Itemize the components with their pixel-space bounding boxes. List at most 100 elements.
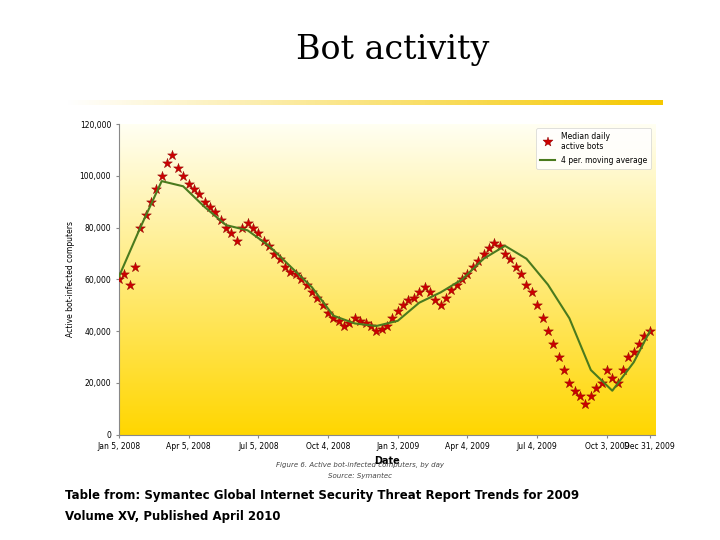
Point <box>521 280 532 289</box>
Point <box>354 316 366 325</box>
Point <box>215 215 227 224</box>
Point <box>483 244 495 253</box>
Point <box>317 301 328 309</box>
Point <box>145 198 157 206</box>
Point <box>590 384 602 393</box>
Point <box>264 241 275 250</box>
Point <box>231 237 243 245</box>
Point <box>306 288 318 296</box>
Point <box>478 249 490 258</box>
X-axis label: Date: Date <box>374 456 400 465</box>
Point <box>634 340 645 348</box>
Point <box>451 280 462 289</box>
Point <box>424 288 436 296</box>
Point <box>279 262 291 271</box>
Point <box>210 208 221 217</box>
Point <box>177 172 189 180</box>
Point <box>236 224 248 232</box>
Point <box>161 159 173 167</box>
Point <box>612 379 624 387</box>
Legend: Median daily
active bots, 4 per. moving average: Median daily active bots, 4 per. moving … <box>536 128 652 168</box>
Point <box>644 327 656 335</box>
Text: Figure 6. Active bot-infected computers, by day: Figure 6. Active bot-infected computers,… <box>276 462 444 468</box>
Point <box>124 280 135 289</box>
Point <box>601 366 613 374</box>
Point <box>392 306 403 315</box>
Point <box>135 224 146 232</box>
Point <box>564 379 575 387</box>
Point <box>333 316 344 325</box>
Point <box>472 257 484 266</box>
Point <box>639 332 650 341</box>
Point <box>435 301 446 309</box>
Point <box>606 374 618 382</box>
Point <box>113 275 125 284</box>
Point <box>547 340 559 348</box>
Point <box>118 270 130 279</box>
Text: Bot activity: Bot activity <box>296 33 489 66</box>
Text: Source: Symantec: Source: Symantec <box>328 472 392 478</box>
Point <box>585 392 597 400</box>
Point <box>617 366 629 374</box>
Point <box>553 353 564 361</box>
Point <box>188 185 199 193</box>
Point <box>456 275 468 284</box>
Point <box>531 301 543 309</box>
Point <box>290 270 302 279</box>
Point <box>402 296 414 305</box>
Point <box>323 309 334 318</box>
Point <box>537 314 549 322</box>
Point <box>430 296 441 305</box>
Point <box>328 314 339 322</box>
Point <box>365 322 377 330</box>
Point <box>505 254 516 263</box>
Point <box>301 280 312 289</box>
Point <box>462 270 473 279</box>
Point <box>150 185 162 193</box>
Point <box>312 293 323 302</box>
Point <box>172 164 184 172</box>
Point <box>183 179 194 188</box>
Point <box>247 224 258 232</box>
Point <box>382 322 393 330</box>
Point <box>489 239 500 247</box>
Point <box>253 228 264 237</box>
Text: Table from: Symantec Global Internet Security Threat Report Trends for 2009: Table from: Symantec Global Internet Sec… <box>65 489 579 502</box>
Point <box>467 262 479 271</box>
Point <box>494 241 505 250</box>
Point <box>499 249 510 258</box>
Point <box>284 267 296 276</box>
Point <box>397 301 409 309</box>
Point <box>269 249 280 258</box>
Text: Volume XV, Published April 2010: Volume XV, Published April 2010 <box>65 510 280 523</box>
Point <box>140 211 151 219</box>
Point <box>623 353 634 361</box>
Point <box>129 262 140 271</box>
Point <box>156 172 168 180</box>
Y-axis label: Active bot-infected computers: Active bot-infected computers <box>66 221 76 338</box>
Point <box>387 314 398 322</box>
Point <box>360 319 372 328</box>
Point <box>376 325 387 333</box>
Point <box>526 288 538 296</box>
Point <box>258 237 269 245</box>
Point <box>596 379 608 387</box>
Point <box>295 275 307 284</box>
Point <box>194 190 205 198</box>
Point <box>440 293 451 302</box>
Point <box>419 283 431 292</box>
Point <box>516 270 527 279</box>
Point <box>542 327 554 335</box>
Point <box>413 288 425 296</box>
Point <box>242 218 253 227</box>
Point <box>575 392 586 400</box>
Point <box>569 387 580 395</box>
Point <box>220 224 232 232</box>
Point <box>343 319 355 328</box>
Point <box>225 228 237 237</box>
Point <box>446 286 457 294</box>
Point <box>628 348 639 356</box>
Point <box>167 151 179 160</box>
Point <box>199 198 210 206</box>
Point <box>274 254 286 263</box>
